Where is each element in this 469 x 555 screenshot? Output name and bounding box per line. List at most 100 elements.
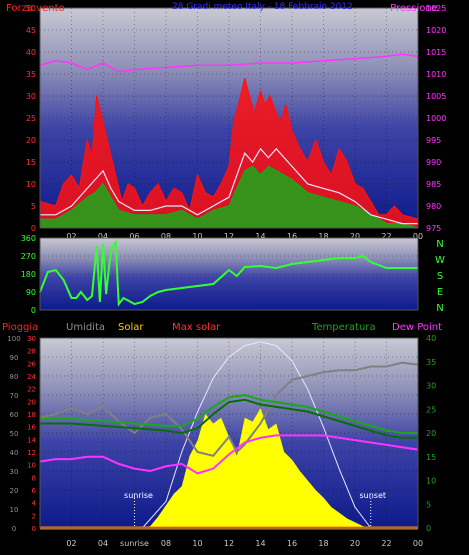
temp-tick-label: 15	[426, 453, 436, 462]
rain-tick-label: 28	[27, 348, 36, 356]
rain-x-tick-label: 22	[381, 539, 391, 548]
rain-x-tick-label: 10	[192, 539, 202, 548]
direction-y-ticks: 0 90 180 270 360	[21, 234, 36, 315]
wind-x-tick-label: 16	[287, 232, 297, 241]
direction-series	[39, 238, 418, 307]
humidity-tick-label: 10	[10, 506, 19, 514]
humidity-tick-label: 60	[10, 411, 19, 419]
wind-gridlines	[40, 7, 419, 229]
wind-right-tick-label: 975	[426, 224, 441, 233]
wind-x-tick-label: 02	[66, 232, 76, 241]
temp-tick-label: 5	[426, 500, 431, 509]
wind-right-tick-label: 1020	[426, 26, 446, 35]
wind-right-tick-label: 1010	[426, 70, 446, 79]
series-temperatura-max-line	[40, 393, 418, 434]
wind-x-tick-label: 00	[413, 232, 423, 241]
humidity-tick-label: 90	[10, 354, 19, 362]
rain-tick-label: 16	[27, 424, 36, 432]
temp-ticks: 0 5 10 15 20 25 30 35 40	[426, 334, 436, 533]
series-pressione-line	[39, 53, 419, 73]
wind-x-tick-label: 06	[129, 232, 139, 241]
compass-label: N	[436, 303, 443, 314]
wind-x-tick-label: 22	[381, 232, 391, 241]
wind-right-ticks: 975 980 985 990 995 1000 1005 1010 1015 1020 1025	[426, 4, 446, 233]
series-vento-medio-area	[40, 166, 418, 228]
temp-tick-label: 25	[426, 405, 436, 414]
sunrise-label: sunrise	[124, 491, 153, 500]
wind-left-tick-label: 5	[31, 202, 36, 211]
rain-x-tick-label: 18	[318, 539, 328, 548]
compass-label: W	[435, 255, 445, 266]
series-direction-line	[39, 238, 418, 307]
series-raffica-area	[40, 78, 418, 229]
rain-tick-label: 20	[27, 398, 36, 406]
series-temperatura-line	[40, 398, 418, 439]
temp-tick-label: 10	[426, 477, 436, 486]
wind-x-tick-label: 18	[318, 232, 328, 241]
series-raffica-line	[39, 78, 419, 220]
wind-left-axis-label: Forza vento	[6, 3, 65, 14]
humidity-tick-label: 80	[10, 373, 19, 381]
sun-annotations: sunrise sunset	[124, 491, 386, 528]
rain-tick-label: 18	[27, 411, 36, 419]
direction-plot-frame	[39, 237, 419, 311]
wind-x-tick-label: 08	[161, 232, 171, 241]
legend-label: Dew Point	[392, 322, 442, 333]
wind-left-tick-label: 35	[26, 70, 36, 79]
wind-right-tick-label: 995	[426, 136, 441, 145]
series-vento-line	[40, 147, 418, 225]
wind-left-tick-label: 10	[26, 180, 36, 189]
rain-tick-label: 0	[32, 525, 36, 533]
series-vento-medio-line	[40, 165, 419, 229]
humidity-tick-label: 100	[7, 335, 20, 343]
temp-tick-label: 35	[426, 358, 436, 367]
rain-x-tick-label: 14	[255, 539, 265, 548]
wind-left-tick-label: 25	[26, 114, 36, 123]
wind-right-tick-label: 1025	[426, 4, 446, 13]
direction-tick-label: 90	[26, 288, 36, 297]
rain-tick-label: 6	[32, 487, 37, 495]
rain-x-tick-label: 04	[98, 539, 108, 548]
legend-label: Umidita	[66, 322, 105, 333]
humidity-ticks: 0 10 20 30 40 50 60 70 80 90 100	[7, 335, 20, 533]
humidity-tick-label: 40	[10, 449, 19, 457]
rain-tick-label: 26	[27, 360, 36, 368]
rain-x-tick-label: 20	[350, 539, 360, 548]
rain-tick-label: 4	[32, 500, 37, 508]
temp-tick-label: 0	[426, 524, 431, 533]
rain-plot-frame	[39, 337, 419, 529]
wind-left-tick-label: 0	[31, 224, 36, 233]
wind-x-tick-label: 14	[255, 232, 265, 241]
direction-tick-label: 180	[21, 270, 36, 279]
rain-tick-label: 8	[32, 474, 36, 482]
rain-x-tick-label: 16	[287, 539, 297, 548]
humidity-tick-label: 70	[10, 392, 19, 400]
wind-plot-frame	[39, 7, 419, 229]
compass-label: N	[436, 239, 443, 250]
humidity-tick-label: 50	[10, 430, 19, 438]
compass-label: E	[437, 287, 443, 298]
wind-x-tick-label: 10	[192, 232, 202, 241]
wind-x-tick-label: 12	[224, 232, 234, 241]
rain-tick-label: 24	[27, 373, 36, 381]
series-max-solar-line	[142, 341, 372, 529]
direction-tick-label: 360	[21, 234, 36, 243]
sunset-label: sunset	[359, 491, 386, 500]
humidity-tick-label: 0	[12, 525, 16, 533]
wind-left-tick-label: 40	[26, 48, 36, 57]
rain-x-tick-label: 08	[161, 539, 171, 548]
rain-x-ticks: 02 04 sunrise 08 10 12 14 16 18 20 22 00	[66, 539, 423, 548]
temp-tick-label: 30	[426, 382, 436, 391]
legend-label: Temperatura	[311, 322, 376, 333]
rain-tick-label: 22	[27, 386, 36, 394]
wind-right-tick-label: 1000	[426, 114, 446, 123]
rain-x-tick-label: 02	[66, 539, 76, 548]
direction-tick-label: 0	[31, 306, 36, 315]
wind-x-ticks: 02 04 06 08 10 12 14 16 18 20 22 00	[66, 232, 423, 241]
legend-label: Max solar	[172, 322, 221, 333]
wind-left-tick-label: 30	[26, 92, 36, 101]
